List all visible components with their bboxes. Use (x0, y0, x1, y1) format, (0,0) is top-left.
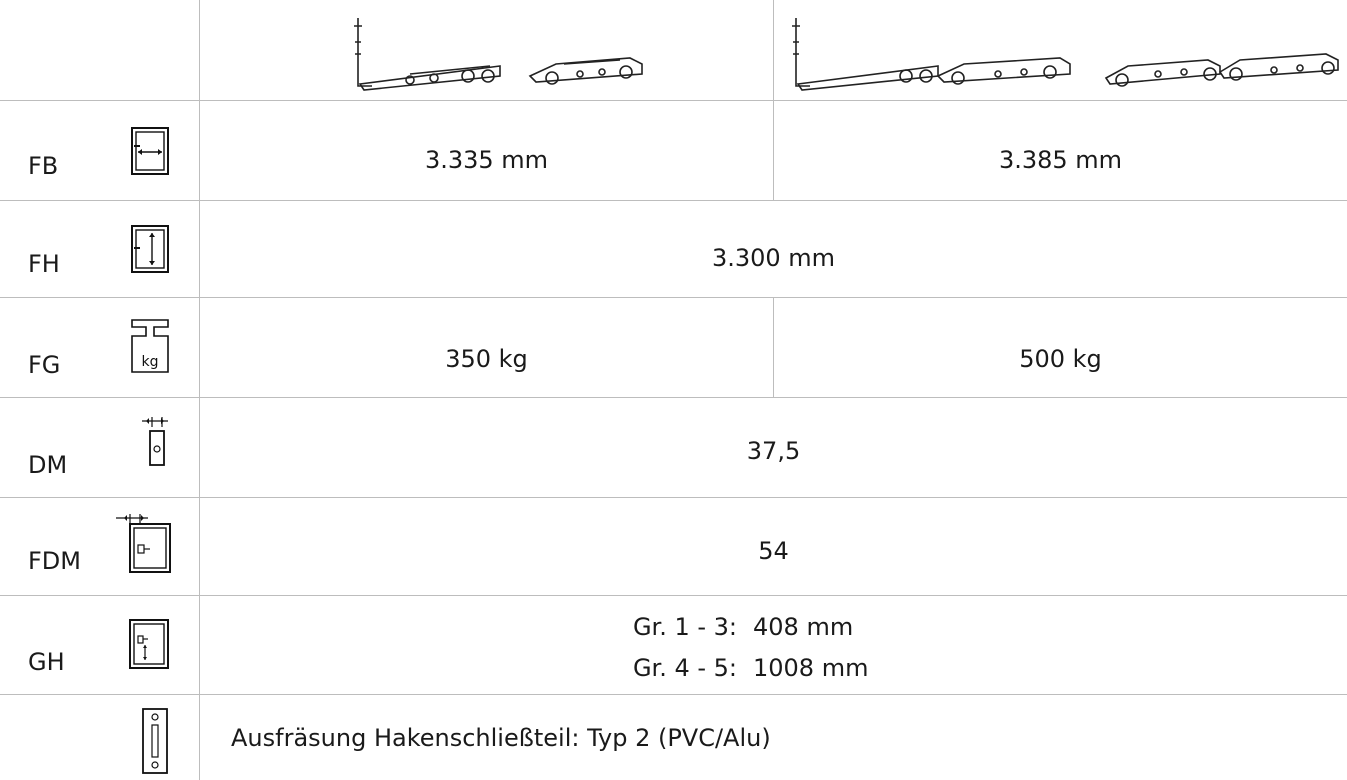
column-divider (773, 0, 774, 100)
gh-line-2: Gr. 4 - 5: 1008 mm (612, 654, 869, 682)
row-divider (0, 100, 1347, 101)
row-label-fb: FB (28, 152, 59, 180)
handle-height-icon (129, 619, 169, 669)
hardware-set-double-carriage-image (792, 18, 1339, 91)
column-divider (199, 0, 200, 780)
row-divider (0, 200, 1347, 201)
gh-line-1: Gr. 1 - 3: 408 mm (612, 613, 853, 641)
fg-value-2: 500 kg (1019, 345, 1102, 373)
hardware-set-single-carriage-image (354, 18, 643, 91)
row-label-dm: DM (28, 451, 68, 479)
row-label-fdm: FDM (28, 547, 81, 575)
fdm-value: 54 (758, 537, 789, 565)
row-divider (0, 397, 1347, 398)
keeper-cutout-text: Ausfräsung Hakenschließteil: Typ 2 (PVC/… (231, 724, 771, 752)
sash-height-icon (131, 225, 169, 273)
gh-value-1: 408 mm (753, 613, 854, 641)
backset-icon (142, 417, 168, 466)
column-divider (773, 100, 774, 200)
row-label-fg: FG (28, 351, 61, 379)
gh-value-2: 1008 mm (753, 654, 869, 682)
keeper-cutout-icon (142, 708, 168, 774)
sash-width-icon (131, 127, 169, 175)
sash-backset-icon (116, 514, 171, 573)
row-label-fh: FH (28, 250, 60, 278)
gh-range-2: Gr. 4 - 5: (632, 654, 737, 682)
row-divider (0, 297, 1347, 298)
column-divider (773, 297, 774, 397)
fb-value-1: 3.335 mm (424, 146, 549, 174)
sash-weight-icon: kg (131, 319, 169, 373)
row-divider (0, 595, 1347, 596)
row-label-gh: GH (28, 648, 65, 676)
svg-text:kg: kg (142, 354, 159, 370)
row-divider (0, 694, 1347, 695)
dm-value: 37,5 (746, 437, 801, 465)
fg-value-1: 350 kg (445, 345, 528, 373)
row-divider (0, 497, 1347, 498)
gh-range-1: Gr. 1 - 3: (632, 613, 737, 641)
fb-value-2: 3.385 mm (998, 146, 1123, 174)
fh-value: 3.300 mm (711, 244, 836, 272)
